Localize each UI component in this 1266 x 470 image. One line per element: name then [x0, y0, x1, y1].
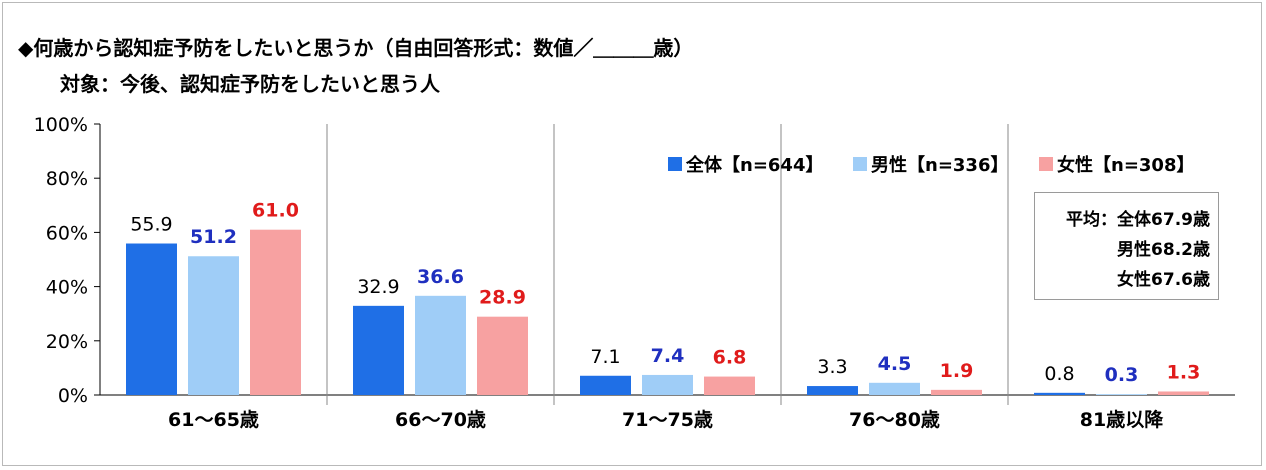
x-tick-label: 81歳以降	[1080, 408, 1164, 431]
legend-item: 女性【n=308】	[1039, 152, 1194, 176]
bar	[704, 376, 755, 395]
average-line-male: 男性68.2歳	[1117, 240, 1210, 260]
y-tick-label: 100%	[34, 114, 88, 136]
legend-swatch	[853, 157, 867, 171]
data-label: 3.3	[817, 356, 847, 378]
data-label: 1.3	[1167, 361, 1201, 383]
data-label: 36.6	[417, 266, 464, 288]
x-tick-label: 66～70歳	[395, 409, 486, 431]
bar	[931, 389, 982, 395]
bar	[869, 382, 920, 395]
legend-item: 男性【n=336】	[853, 152, 1008, 176]
bar	[188, 256, 239, 395]
x-tick-label: 71～75歳	[622, 409, 713, 431]
bar	[1096, 394, 1147, 395]
data-label: 55.9	[130, 214, 172, 236]
data-label: 61.0	[252, 200, 299, 222]
data-label: 7.1	[590, 346, 620, 368]
average-line-total: 平均：全体67.9歳	[1066, 210, 1210, 230]
chart-subtitle: 対象：今後、認知症予防をしたいと思う人	[60, 72, 440, 96]
bar	[580, 375, 631, 395]
data-label: 0.8	[1044, 363, 1074, 385]
bar	[807, 386, 858, 395]
chart-title: ◆何歳から認知症予防をしたいと思うか（自由回答形式：数値／＿＿＿歳）	[18, 36, 694, 60]
data-label: 7.4	[651, 345, 685, 367]
average-box: 平均：全体67.9歳 男性68.2歳 女性67.6歳	[1034, 192, 1219, 300]
data-label: 0.3	[1105, 364, 1139, 386]
data-label: 4.5	[878, 353, 912, 375]
bar	[126, 243, 177, 395]
data-label: 6.8	[713, 347, 747, 369]
data-label: 51.2	[190, 226, 237, 248]
bar	[415, 295, 466, 395]
y-tick-label: 80%	[46, 168, 88, 190]
legend-label: 女性【n=308】	[1057, 155, 1195, 176]
average-line-female: 女性67.6歳	[1117, 270, 1210, 290]
y-tick-label: 60%	[46, 222, 88, 244]
legend-label: 全体【n=644】	[686, 155, 824, 176]
data-label: 1.9	[940, 360, 974, 382]
x-tick-label: 76～80歳	[849, 409, 940, 431]
bar	[250, 229, 301, 395]
y-tick-label: 0%	[58, 385, 88, 407]
bar	[477, 316, 528, 395]
data-label: 32.9	[357, 276, 399, 298]
y-tick-label: 20%	[46, 331, 88, 353]
bar	[1034, 392, 1085, 395]
bar	[1158, 391, 1209, 395]
bar	[353, 305, 404, 395]
data-label: 28.9	[479, 287, 526, 309]
bar	[642, 374, 693, 395]
legend-item: 全体【n=644】	[668, 152, 823, 176]
legend-swatch	[1039, 157, 1053, 171]
legend-swatch	[668, 157, 682, 171]
y-tick-label: 40%	[46, 277, 88, 299]
legend-label: 男性【n=336】	[871, 155, 1009, 176]
x-tick-label: 61～65歳	[168, 409, 259, 431]
